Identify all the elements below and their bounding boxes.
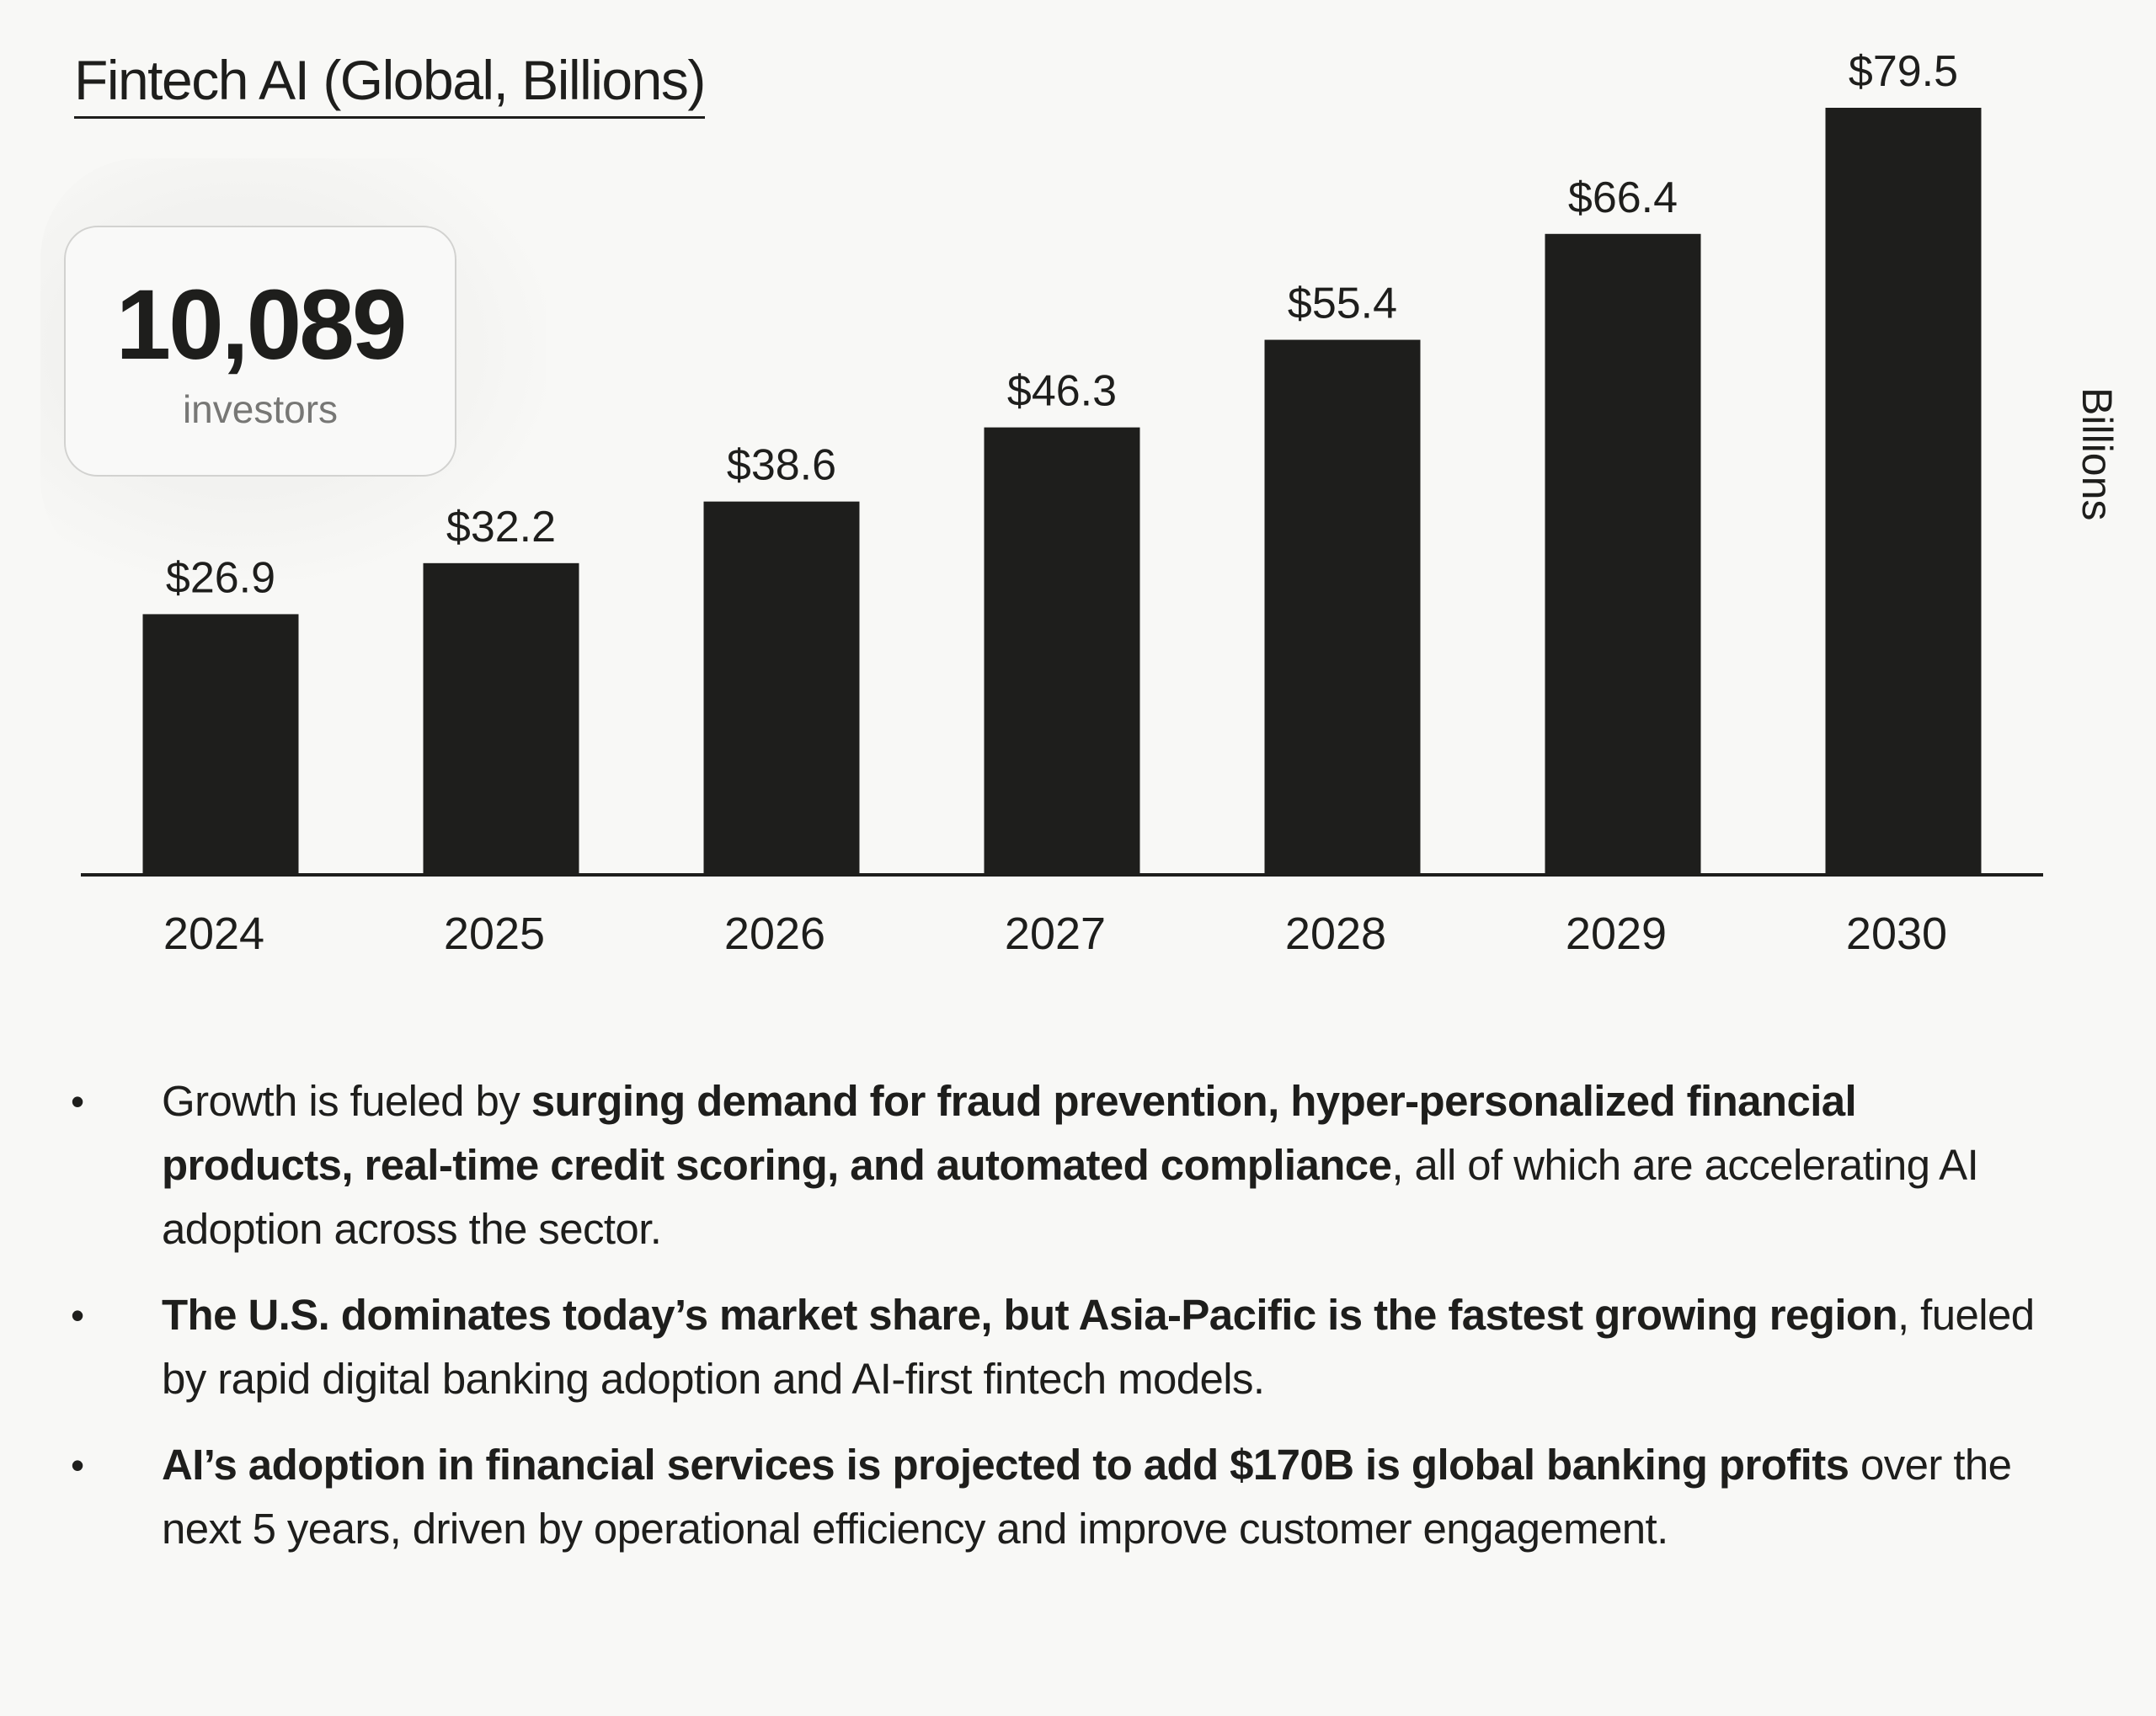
bullet-text-part: over the next 5 years, driven by operati…	[162, 1441, 2012, 1553]
bar-chart: $26.9 $32.2 $38.6 $46.3 $55.4 $66.4 $79.5 2024…	[81, 47, 2043, 959]
data-label-2024: $26.9	[166, 553, 275, 602]
investors-badge: 10,089 investors	[64, 226, 456, 477]
bullet-text: Growth is fueled by surging demand for f…	[162, 1069, 2040, 1261]
x-tick-label-2028: 2028	[1285, 909, 1386, 959]
bar-2028	[1264, 339, 1421, 874]
chart-title: Fintech AI (Global, Billions)	[74, 44, 706, 119]
bullet-text-bold: AI’s adoption in financial services is p…	[162, 1441, 1849, 1489]
bullet-text: AI’s adoption in financial services is p…	[162, 1433, 2040, 1561]
x-tick-label-2025: 2025	[444, 909, 545, 959]
x-tick-label-2024: 2024	[163, 909, 264, 959]
bullet-text-part: Growth is fueled by	[162, 1077, 531, 1125]
data-label-2030: $79.5	[1849, 47, 1958, 96]
investors-label: investors	[182, 387, 339, 431]
bullet-dot: •	[71, 1443, 85, 1487]
bullet-list: • Growth is fueled by surging demand for…	[0, 1069, 2156, 1583]
bullet-dot: •	[71, 1079, 85, 1123]
bullet-text: The U.S. dominates today’s market share,…	[162, 1283, 2040, 1411]
bar-2029	[1545, 233, 1701, 873]
bullet-item: • AI’s adoption in financial services is…	[0, 1433, 2156, 1561]
x-tick-label-2026: 2026	[724, 909, 825, 959]
bars-group	[142, 108, 1982, 874]
bar-2026	[703, 501, 860, 873]
data-label-2027: $46.3	[1007, 367, 1117, 416]
data-label-2028: $55.4	[1288, 280, 1397, 328]
data-label-2026: $38.6	[727, 441, 836, 490]
bar-2027	[984, 427, 1140, 873]
bar-2024	[142, 614, 299, 873]
x-tick-label-2029: 2029	[1566, 909, 1667, 959]
x-tick-labels-group: 2024 2025 2026 2027 2028 2029 2030	[163, 909, 1947, 959]
data-label-2025: $32.2	[446, 503, 556, 552]
data-label-2029: $66.4	[1568, 173, 1678, 222]
bar-2030	[1825, 108, 1982, 873]
bullet-text-part: , fueled by rapid digital banking adopti…	[162, 1291, 2035, 1403]
x-tick-label-2027: 2027	[1005, 909, 1106, 959]
bar-2025	[423, 562, 579, 873]
y-axis-title: Billions	[2073, 387, 2121, 521]
investors-count: 10,089	[115, 269, 408, 381]
bullet-text-part: , all of which are accelerating AI adopt…	[162, 1141, 1979, 1253]
bullet-item: • The U.S. dominates today’s market shar…	[0, 1283, 2156, 1411]
bullet-text-bold: surging demand for fraud prevention, hyp…	[162, 1077, 1857, 1189]
data-labels-group: $26.9 $32.2 $38.6 $46.3 $55.4 $66.4 $79.5	[166, 47, 1958, 602]
bullet-dot: •	[71, 1293, 85, 1337]
x-tick-label-2030: 2030	[1846, 909, 1947, 959]
bullet-item: • Growth is fueled by surging demand for…	[0, 1069, 2156, 1261]
bullet-text-bold: The U.S. dominates today’s market share,…	[162, 1291, 1898, 1339]
